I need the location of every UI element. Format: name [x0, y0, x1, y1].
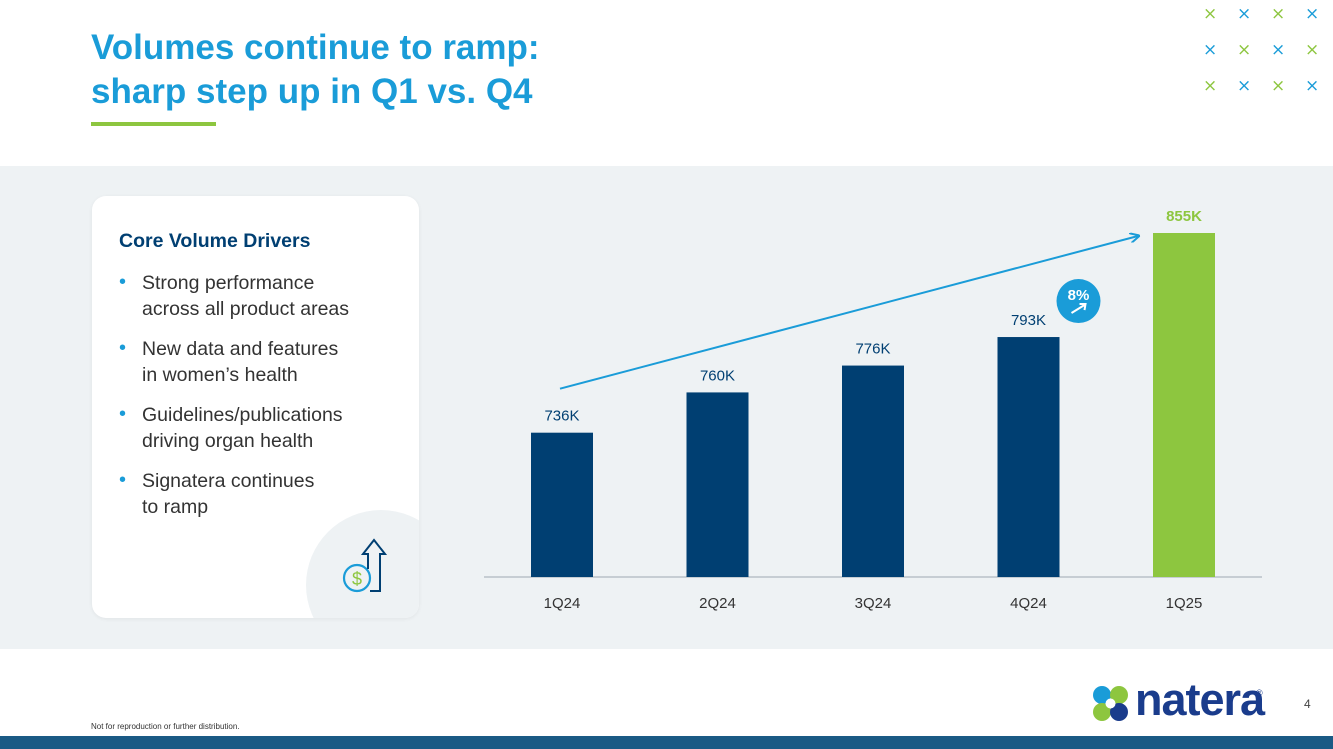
list-item: • Signatera continues to ramp	[119, 468, 409, 520]
decorative-x-pattern: × × × × × × × × × × × ×	[1203, 6, 1328, 106]
x-mark-icon: ×	[1305, 4, 1320, 24]
x-mark-icon: ×	[1305, 76, 1320, 96]
trend-arrow	[559, 236, 1138, 390]
bullet-text: Guidelines/publications driving organ he…	[142, 404, 343, 452]
x-mark-icon: ×	[1203, 4, 1218, 24]
bar-2Q24	[686, 392, 749, 577]
list-item: • Strong performance across all product a…	[119, 270, 409, 322]
x-mark-icon: ×	[1305, 40, 1320, 60]
x-mark-icon: ×	[1237, 40, 1252, 60]
tick-label-2Q24: 2Q24	[699, 595, 736, 612]
natera-logo-text: natera	[1135, 674, 1265, 725]
title-line-2: sharp step up in Q1 vs. Q4	[91, 72, 533, 111]
x-mark-icon: ×	[1203, 40, 1218, 60]
x-mark-icon: ×	[1271, 76, 1286, 96]
bullet-text: New data and features in women’s health	[142, 338, 339, 386]
x-mark-icon: ×	[1237, 4, 1252, 24]
dollar-up-arrow-icon: $	[342, 538, 388, 593]
growth-badge: 8%	[1056, 279, 1101, 324]
bar-4Q24	[997, 337, 1060, 577]
registered-mark: ®	[1256, 688, 1263, 698]
bar-1Q24	[531, 432, 593, 577]
data-label-1Q25: 855K	[1166, 208, 1202, 225]
data-label-1Q24: 736K	[544, 408, 579, 425]
tick-label-1Q24: 1Q24	[544, 595, 581, 612]
bar-1Q25	[1153, 233, 1215, 577]
x-mark-icon: ×	[1237, 76, 1252, 96]
natera-logo-mark-icon	[1093, 686, 1128, 721]
growth-badge-label: 8%	[1068, 287, 1090, 304]
bullet-icon: •	[119, 271, 127, 293]
tick-label-4Q24: 4Q24	[1010, 595, 1047, 612]
data-label-3Q24: 776K	[855, 341, 890, 358]
slide-title: Volumes continue to ramp: sharp step up …	[91, 26, 540, 114]
footer-bar	[0, 736, 1333, 749]
x-mark-icon: ×	[1271, 40, 1286, 60]
bullet-text: Strong performance across all product ar…	[142, 272, 350, 320]
bullet-icon: •	[119, 337, 127, 359]
bullet-icon: •	[119, 469, 127, 491]
labels-group: 736K 1Q24 760K 2Q24 776K 3Q24 793K 4Q24 855K 1Q25	[544, 208, 1203, 612]
x-mark-icon: ×	[1203, 76, 1218, 96]
bars-group	[531, 233, 1215, 577]
growth-badge-circle	[1056, 279, 1101, 324]
data-label-4Q24: 793K	[1011, 312, 1046, 329]
title-line-1: Volumes continue to ramp:	[91, 28, 540, 67]
tick-label-3Q24: 3Q24	[855, 595, 892, 612]
tick-label-1Q25: 1Q25	[1166, 595, 1203, 612]
title-underline	[91, 122, 216, 126]
drivers-list: • Strong performance across all product a…	[119, 270, 409, 534]
bullet-icon: •	[119, 403, 127, 425]
list-item: • Guidelines/publications driving organ h…	[119, 402, 409, 454]
svg-text:$: $	[352, 569, 362, 589]
trend-up-arrow-icon	[1070, 303, 1087, 314]
page-number: 4	[1304, 697, 1311, 711]
x-mark-icon: ×	[1271, 4, 1286, 24]
bullet-text: Signatera continues to ramp	[142, 470, 315, 518]
drivers-card-title: Core Volume Drivers	[119, 230, 311, 252]
bar-3Q24	[842, 365, 904, 577]
list-item: • New data and features in women’s health	[119, 336, 409, 388]
data-label-2Q24: 760K	[700, 367, 735, 384]
footer-disclaimer: Not for reproduction or further distribu…	[91, 722, 240, 731]
drivers-card: Core Volume Drivers • Strong performance …	[92, 196, 419, 618]
